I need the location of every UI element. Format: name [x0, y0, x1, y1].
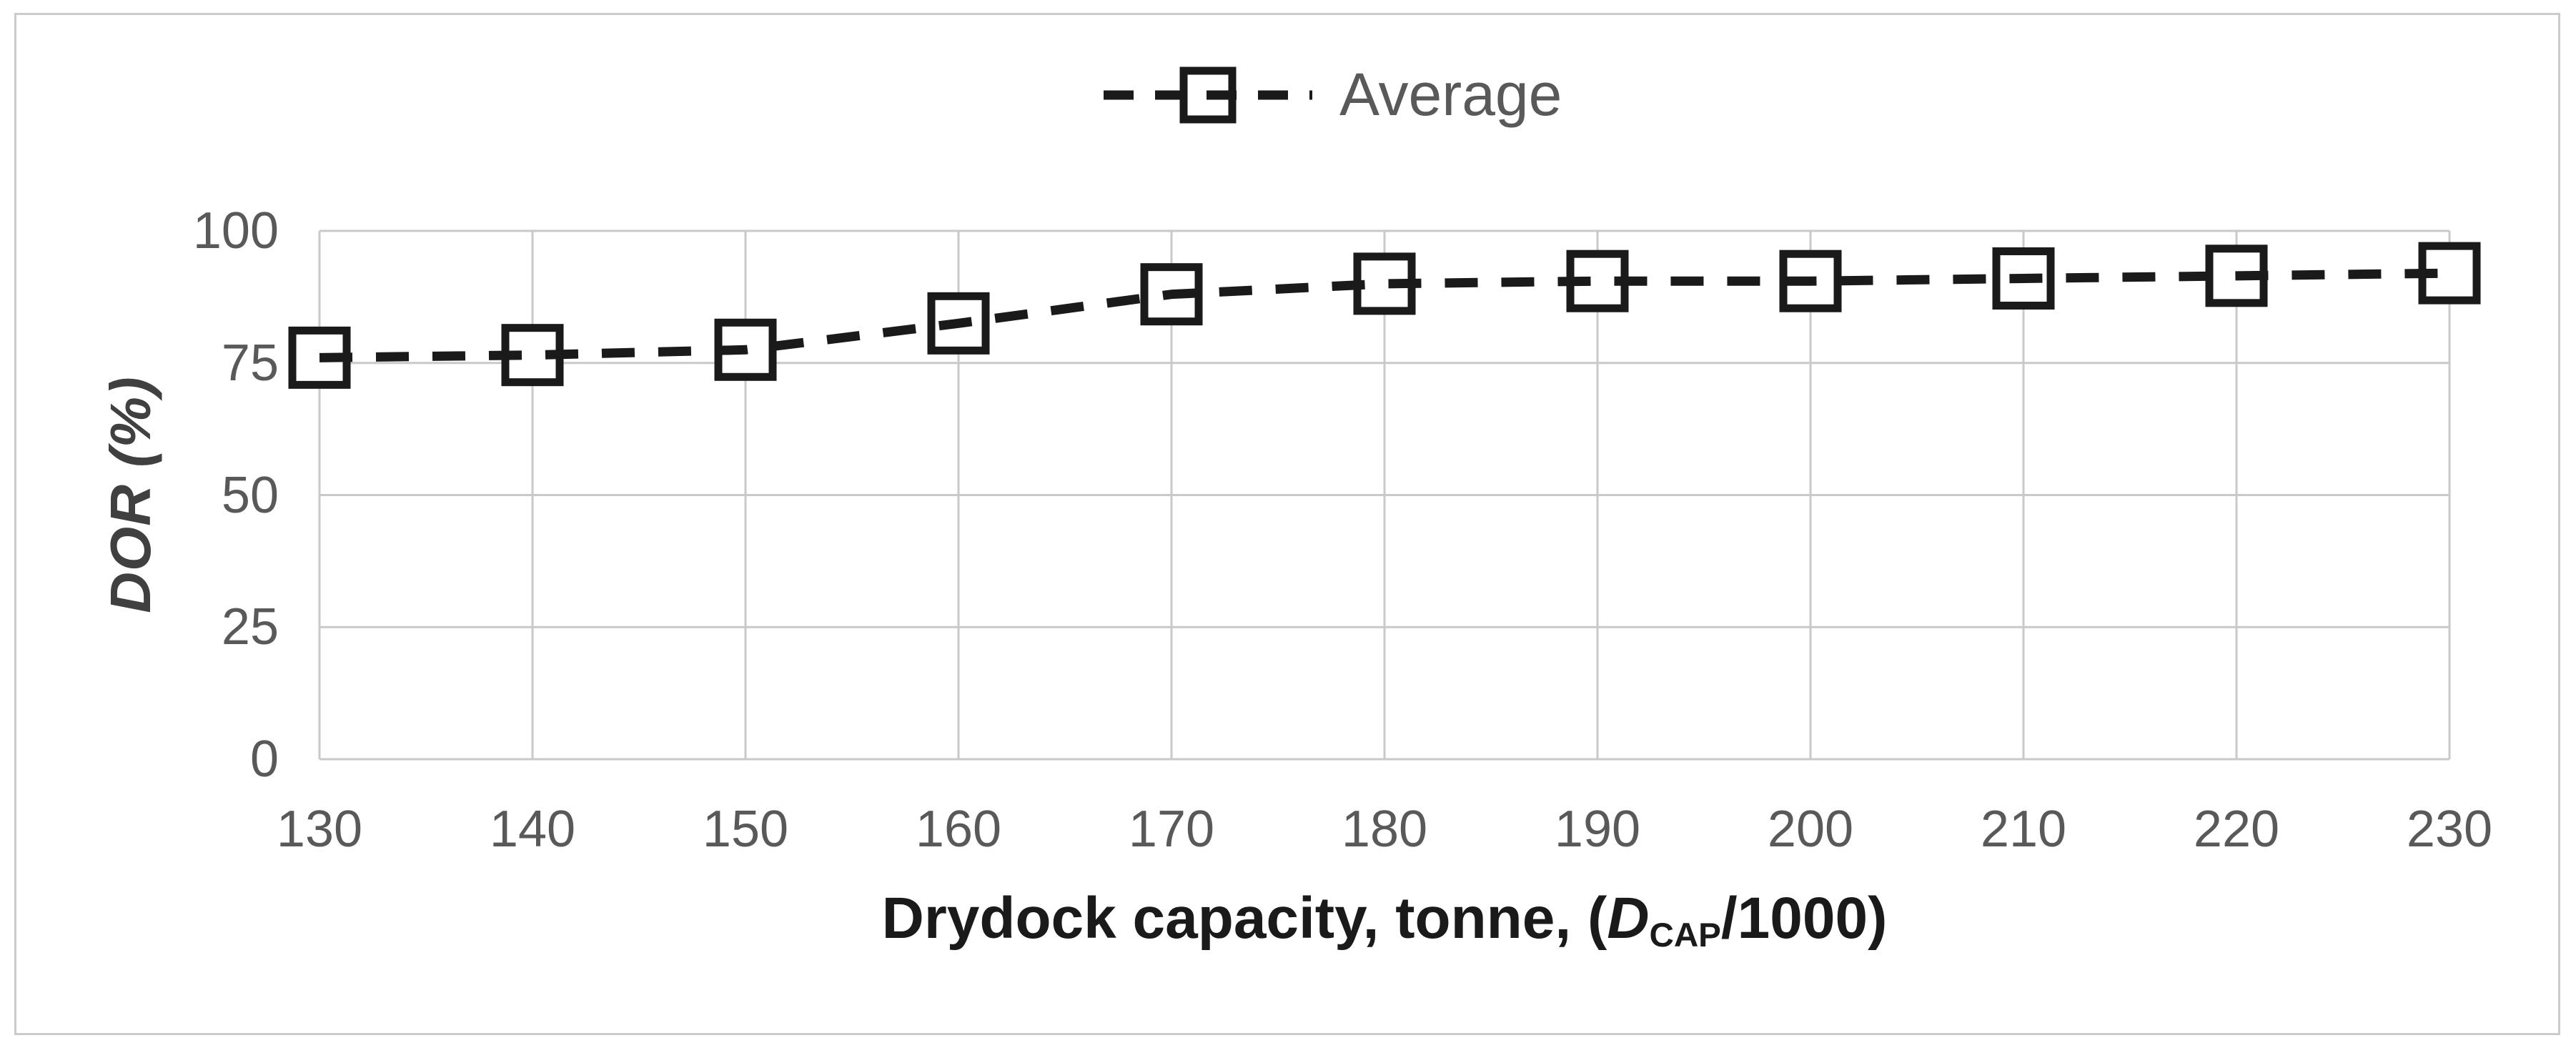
legend: Average: [1101, 61, 1562, 127]
x-tick-label-230: 230: [2406, 801, 2493, 858]
x-axis-title-suffix: /1000): [1720, 886, 1888, 951]
y-tick-label-25: 25: [221, 598, 279, 656]
x-axis-title-variable: D: [1607, 886, 1650, 951]
x-tick-label-180: 180: [1341, 801, 1428, 858]
y-tick-label-50: 50: [221, 466, 279, 524]
y-tick-label-100: 100: [192, 202, 279, 259]
x-tick-label-150: 150: [702, 801, 789, 858]
y-axis-title: DOR (%): [98, 376, 164, 613]
y-tick-label-75: 75: [221, 334, 279, 392]
x-tick-label-190: 190: [1554, 801, 1641, 858]
x-tick-label-200: 200: [1767, 801, 1854, 858]
x-tick-label-220: 220: [2193, 801, 2280, 858]
legend-marker-dashed-square-icon: [1104, 66, 1312, 124]
legend-label: Average: [1339, 61, 1562, 128]
y-axis-variable: DOR: [99, 483, 162, 613]
x-tick-label-130: 130: [276, 801, 363, 858]
y-axis-unit: (%): [99, 376, 162, 484]
x-axis-title: Drydock capacity, tonne, (DCAP/1000): [882, 885, 1888, 955]
x-tick-label-160: 160: [915, 801, 1002, 858]
x-tick-label-210: 210: [1980, 801, 2067, 858]
figure-border: [14, 13, 2560, 1035]
x-tick-label-170: 170: [1128, 801, 1215, 858]
y-tick-label-0: 0: [249, 731, 279, 788]
x-axis-title-subscript: CAP: [1649, 916, 1721, 954]
series-line-average: [319, 268, 2450, 362]
x-axis-title-prefix: Drydock capacity, tonne, (: [881, 886, 1607, 951]
x-tick-label-140: 140: [489, 801, 576, 858]
